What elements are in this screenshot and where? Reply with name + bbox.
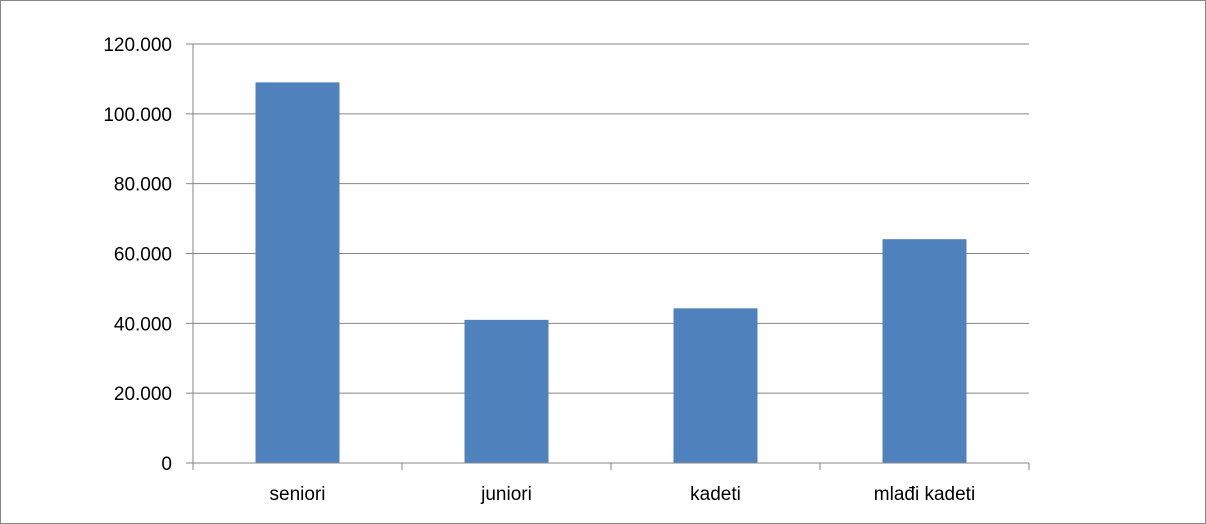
axes — [186, 43, 1030, 470]
y-tick-label: 80.000 — [114, 175, 172, 196]
y-axis-tick-labels: 0 20.000 40.000 60.000 80.000 100.000 120.000 — [103, 35, 172, 475]
bar — [464, 319, 549, 463]
x-tick-label: seniori — [270, 484, 326, 505]
bar — [255, 82, 340, 464]
y-tick-label: 100.000 — [103, 105, 172, 126]
y-tick-label: 120.000 — [103, 35, 172, 56]
x-tick-label: kadeti — [690, 484, 741, 505]
y-tick-label: 40.000 — [114, 314, 172, 335]
x-axis-tick-labels: seniori juniori kadeti mlađi kadeti — [270, 484, 976, 505]
bar — [882, 239, 967, 463]
x-tick-label: juniori — [480, 484, 532, 505]
bar — [673, 308, 758, 463]
bars — [255, 82, 967, 464]
x-tick-label: mlađi kadeti — [874, 484, 975, 505]
y-tick-label: 20.000 — [114, 384, 172, 405]
y-tick-label: 0 — [161, 454, 172, 475]
y-tick-label: 60.000 — [114, 245, 172, 266]
